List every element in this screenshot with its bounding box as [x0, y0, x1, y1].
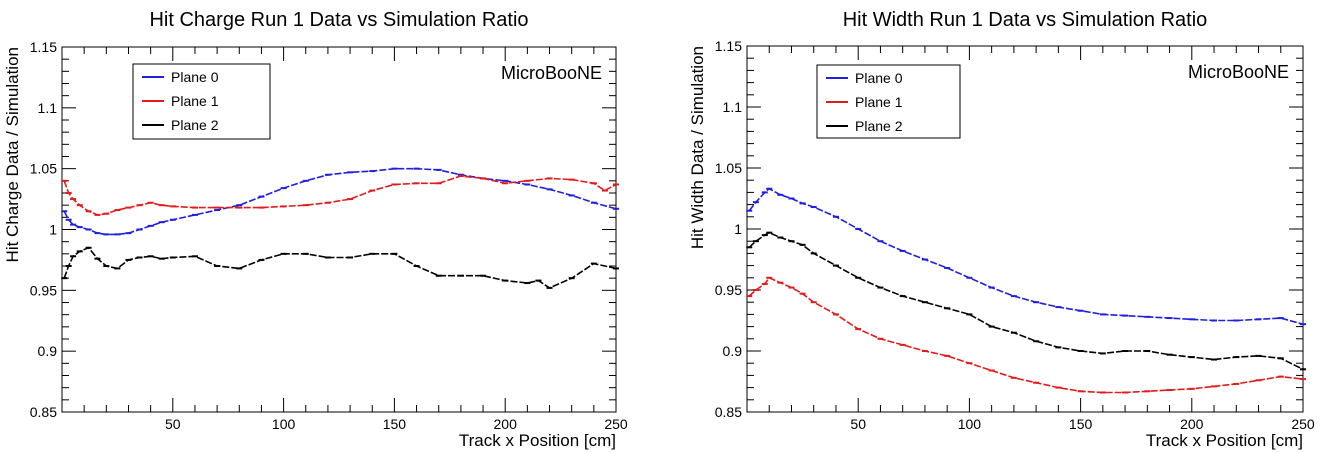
- y-tick-label: 1.15: [715, 38, 742, 54]
- series-plane-1: [61, 174, 619, 216]
- x-axis: 50 100 150 200 250: [768, 46, 1315, 432]
- y-tick-label: 1: [734, 221, 742, 237]
- x-tick-label: 50: [165, 416, 181, 432]
- y-tick-label: 0.85: [715, 404, 742, 420]
- y-tick-label: 1.15: [30, 39, 57, 55]
- series-plane-1: [746, 276, 1306, 394]
- microboone-label: MicroBooNE: [501, 63, 602, 83]
- x-tick-label: 150: [383, 416, 407, 432]
- x-axis-label: Track x Position [cm]: [1146, 431, 1303, 450]
- x-tick-label: 200: [494, 416, 518, 432]
- chart-title: Hit Width Run 1 Data vs Simulation Ratio: [843, 9, 1208, 31]
- y-tick-label: 0.9: [723, 343, 743, 359]
- legend: Plane 0 Plane 1 Plane 2: [132, 63, 271, 140]
- y-axis-label: Hit Width Data / Simulation: [688, 46, 707, 249]
- y-tick-label: 0.9: [38, 343, 58, 359]
- x-tick-label: 100: [958, 416, 982, 432]
- legend: Plane 0 Plane 1 Plane 2: [816, 64, 961, 139]
- x-tick-label: 150: [1069, 416, 1093, 432]
- x-axis: 50 100 150 200 250: [83, 47, 628, 432]
- y-axis: 0.85 0.9 0.95 1 1.05 1.1 1.15: [30, 39, 616, 420]
- series-line: [63, 246, 617, 289]
- x-tick-label: 250: [604, 416, 628, 432]
- legend-label: Plane 2: [171, 117, 219, 133]
- y-axis: 0.85 0.9 0.95 1 1.05 1.1 1.15: [715, 38, 1303, 420]
- x-tick-label: 100: [272, 416, 296, 432]
- series-plane-0: [61, 167, 619, 236]
- legend-label: Plane 0: [855, 70, 903, 86]
- legend-label: Plane 2: [855, 118, 903, 134]
- series-plane-2: [61, 246, 619, 289]
- series-line: [63, 175, 617, 216]
- series-line: [748, 187, 1304, 325]
- chart-title: Hit Charge Run 1 Data vs Simulation Rati…: [149, 9, 528, 31]
- microboone-label: MicroBooNE: [1188, 62, 1289, 82]
- y-tick-label: 1.05: [715, 160, 742, 176]
- chart-hit-charge: Hit Charge Run 1 Data vs Simulation Rati…: [3, 9, 628, 450]
- chart-hit-width: Hit Width Run 1 Data vs Simulation Ratio…: [688, 9, 1315, 450]
- x-tick-label: 250: [1291, 416, 1315, 432]
- y-tick-label: 1.05: [30, 161, 57, 177]
- y-axis-label: Hit Charge Data / Simulation: [3, 47, 22, 262]
- series-line: [748, 231, 1304, 371]
- series-plane-0: [746, 187, 1306, 326]
- y-tick-label: 0.95: [715, 282, 742, 298]
- y-tick-label: 1.1: [723, 99, 743, 115]
- legend-label: Plane 1: [855, 94, 903, 110]
- x-tick-label: 50: [850, 416, 866, 432]
- y-tick-label: 1.1: [38, 100, 58, 116]
- y-tick-label: 0.85: [30, 404, 57, 420]
- y-tick-label: 0.95: [30, 282, 57, 298]
- series-plane-2: [746, 231, 1306, 371]
- series-line: [748, 276, 1304, 394]
- y-tick-label: 1: [49, 222, 57, 238]
- x-tick-label: 200: [1180, 416, 1204, 432]
- legend-label: Plane 1: [171, 93, 219, 109]
- x-axis-label: Track x Position [cm]: [459, 431, 616, 450]
- series-line: [63, 167, 617, 236]
- legend-label: Plane 0: [171, 69, 219, 85]
